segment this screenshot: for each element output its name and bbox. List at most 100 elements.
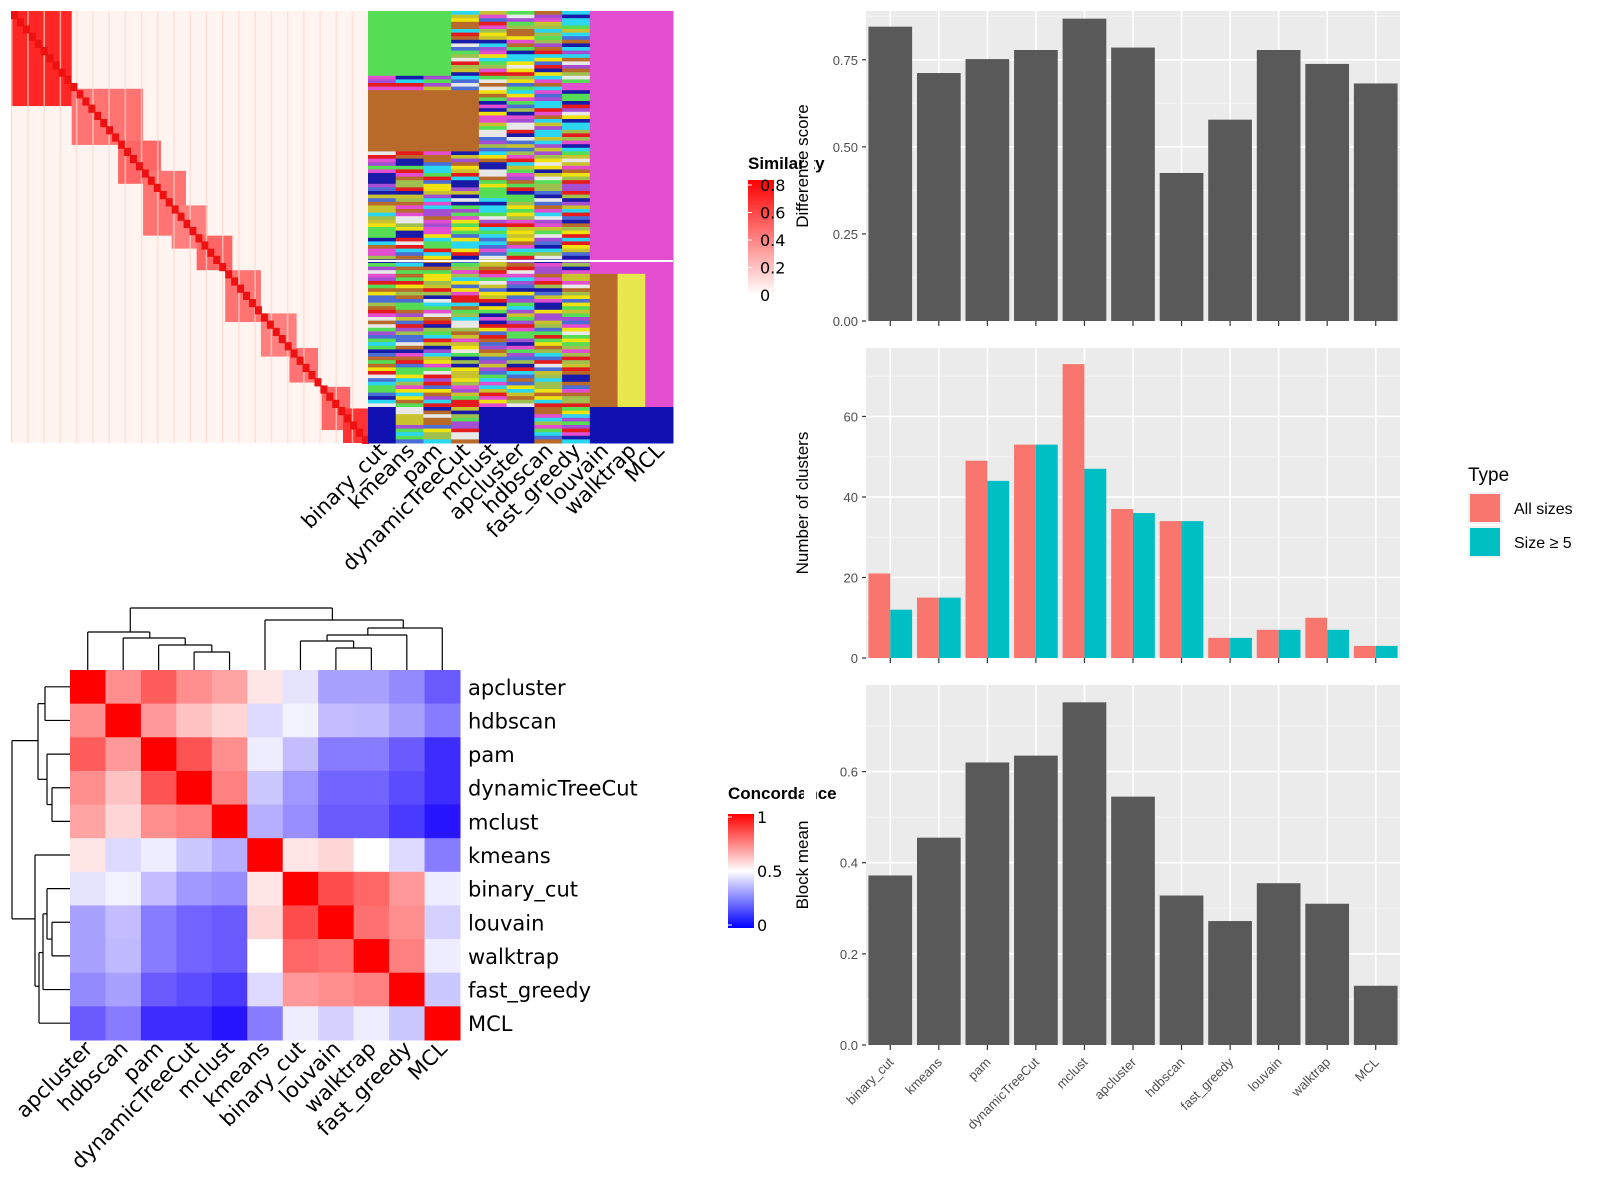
annotation-cell [562,378,591,383]
annotation-cell [534,302,563,307]
annotation-cell [645,86,674,91]
annotation-cell [617,101,646,106]
legend-label: Size ≥ 5 [1514,535,1572,552]
annotation-cell [562,284,591,289]
annotation-cell [506,363,535,368]
annotation-cell [478,32,508,37]
annotation-cell [395,367,424,372]
annotation-cell [534,162,563,167]
annotation-cell [423,90,452,95]
annotation-cell [395,288,424,293]
annotation-cell [645,417,674,422]
annotation-cell [451,57,480,62]
concordance-cells [70,670,461,1041]
annotation-cell [562,320,591,325]
annotation-cell [645,381,674,386]
concordance-cell [353,838,390,873]
similarity-diagonal [308,371,316,380]
annotation-cell [617,61,646,66]
annotation-cell [562,439,591,444]
concordance-cell [318,670,355,705]
annotation-cell [562,32,591,37]
annotation-cell [589,414,619,419]
annotation-cell [534,313,563,318]
annotation-cell [368,194,397,199]
annotation-cell [451,155,480,160]
annotation-cell [423,356,452,361]
annotation-cell [368,180,397,185]
annotation-cell [395,47,424,52]
annotation-cell [562,43,591,48]
annotation-cell [368,47,397,52]
annotation-cell [478,144,508,149]
annotation-cell [423,432,452,437]
bar-all-sizes-walktrap [1305,617,1328,658]
annotation-cell [451,25,480,30]
annotation-cell [423,180,452,185]
annotation-cell [506,93,535,98]
annotation-cell [506,111,535,116]
annotation-cell [368,266,397,271]
annotation-cell [562,234,591,239]
column-dendrogram [87,607,443,670]
annotation-cell [645,68,674,73]
annotation-cell [562,75,591,80]
annotation-cell [506,18,535,23]
annotation-cell [562,209,591,214]
annotation-cell [645,230,674,235]
annotation-cell [368,273,397,278]
concordance-cell [105,804,142,839]
type-legend-title: Type [1468,465,1509,486]
annotation-cell [423,245,452,250]
annotation-cell [617,342,646,347]
similarity-diagonal [260,313,268,322]
bar-MCL [1353,985,1398,1045]
annotation-cell [645,18,674,23]
annotation-cell [368,101,397,106]
annotation-cell [534,129,563,134]
concordance-col-label-MCL: MCL [403,1036,452,1085]
concordance-row-label-dynamicTreeCut: dynamicTreeCut [468,777,638,801]
annotation-cell [451,237,480,242]
annotation-cell [423,140,452,145]
annotation-cell [562,90,591,95]
annotation-cell [617,248,646,253]
annotation-cell [534,227,563,232]
annotation-cell [395,165,424,170]
annotation-cell [617,169,646,174]
annotation-cell [534,101,563,106]
annotation-cell [645,54,674,59]
y-tick-label: 0.50 [833,140,858,155]
annotation-cell [423,61,452,66]
annotation-cell [534,126,563,131]
annotation-cell [506,396,535,401]
similarity-streak [173,11,175,443]
annotation-cell [617,54,646,59]
annotation-cell [645,50,674,55]
concordance-cell [353,871,390,906]
y-tick-label: 0.25 [833,227,858,242]
annotation-cell [478,169,508,174]
concordance-cell [70,703,106,738]
annotation-cell [645,288,674,293]
annotation-cell [451,288,480,293]
annotation-cell [451,356,480,361]
annotation-cell [423,93,452,98]
annotation-cell [562,342,591,347]
annotation-cell [478,381,508,386]
concordance-cell [282,1006,319,1041]
annotation-cell [395,363,424,368]
annotation-cell [617,349,646,354]
annotation-cell [617,191,646,196]
concordance-cell [70,670,106,705]
concordance-row-label-kmeans: kmeans [468,844,551,868]
similarity-diagonal [332,399,340,408]
concordance-cell [247,939,284,974]
annotation-cell [645,302,674,307]
annotation-cell [368,29,397,34]
similarity-streak [238,11,240,443]
annotation-cell [506,338,535,343]
concordance-cell [318,737,355,772]
annotation-cell [534,21,563,26]
annotation-cell [478,75,508,80]
